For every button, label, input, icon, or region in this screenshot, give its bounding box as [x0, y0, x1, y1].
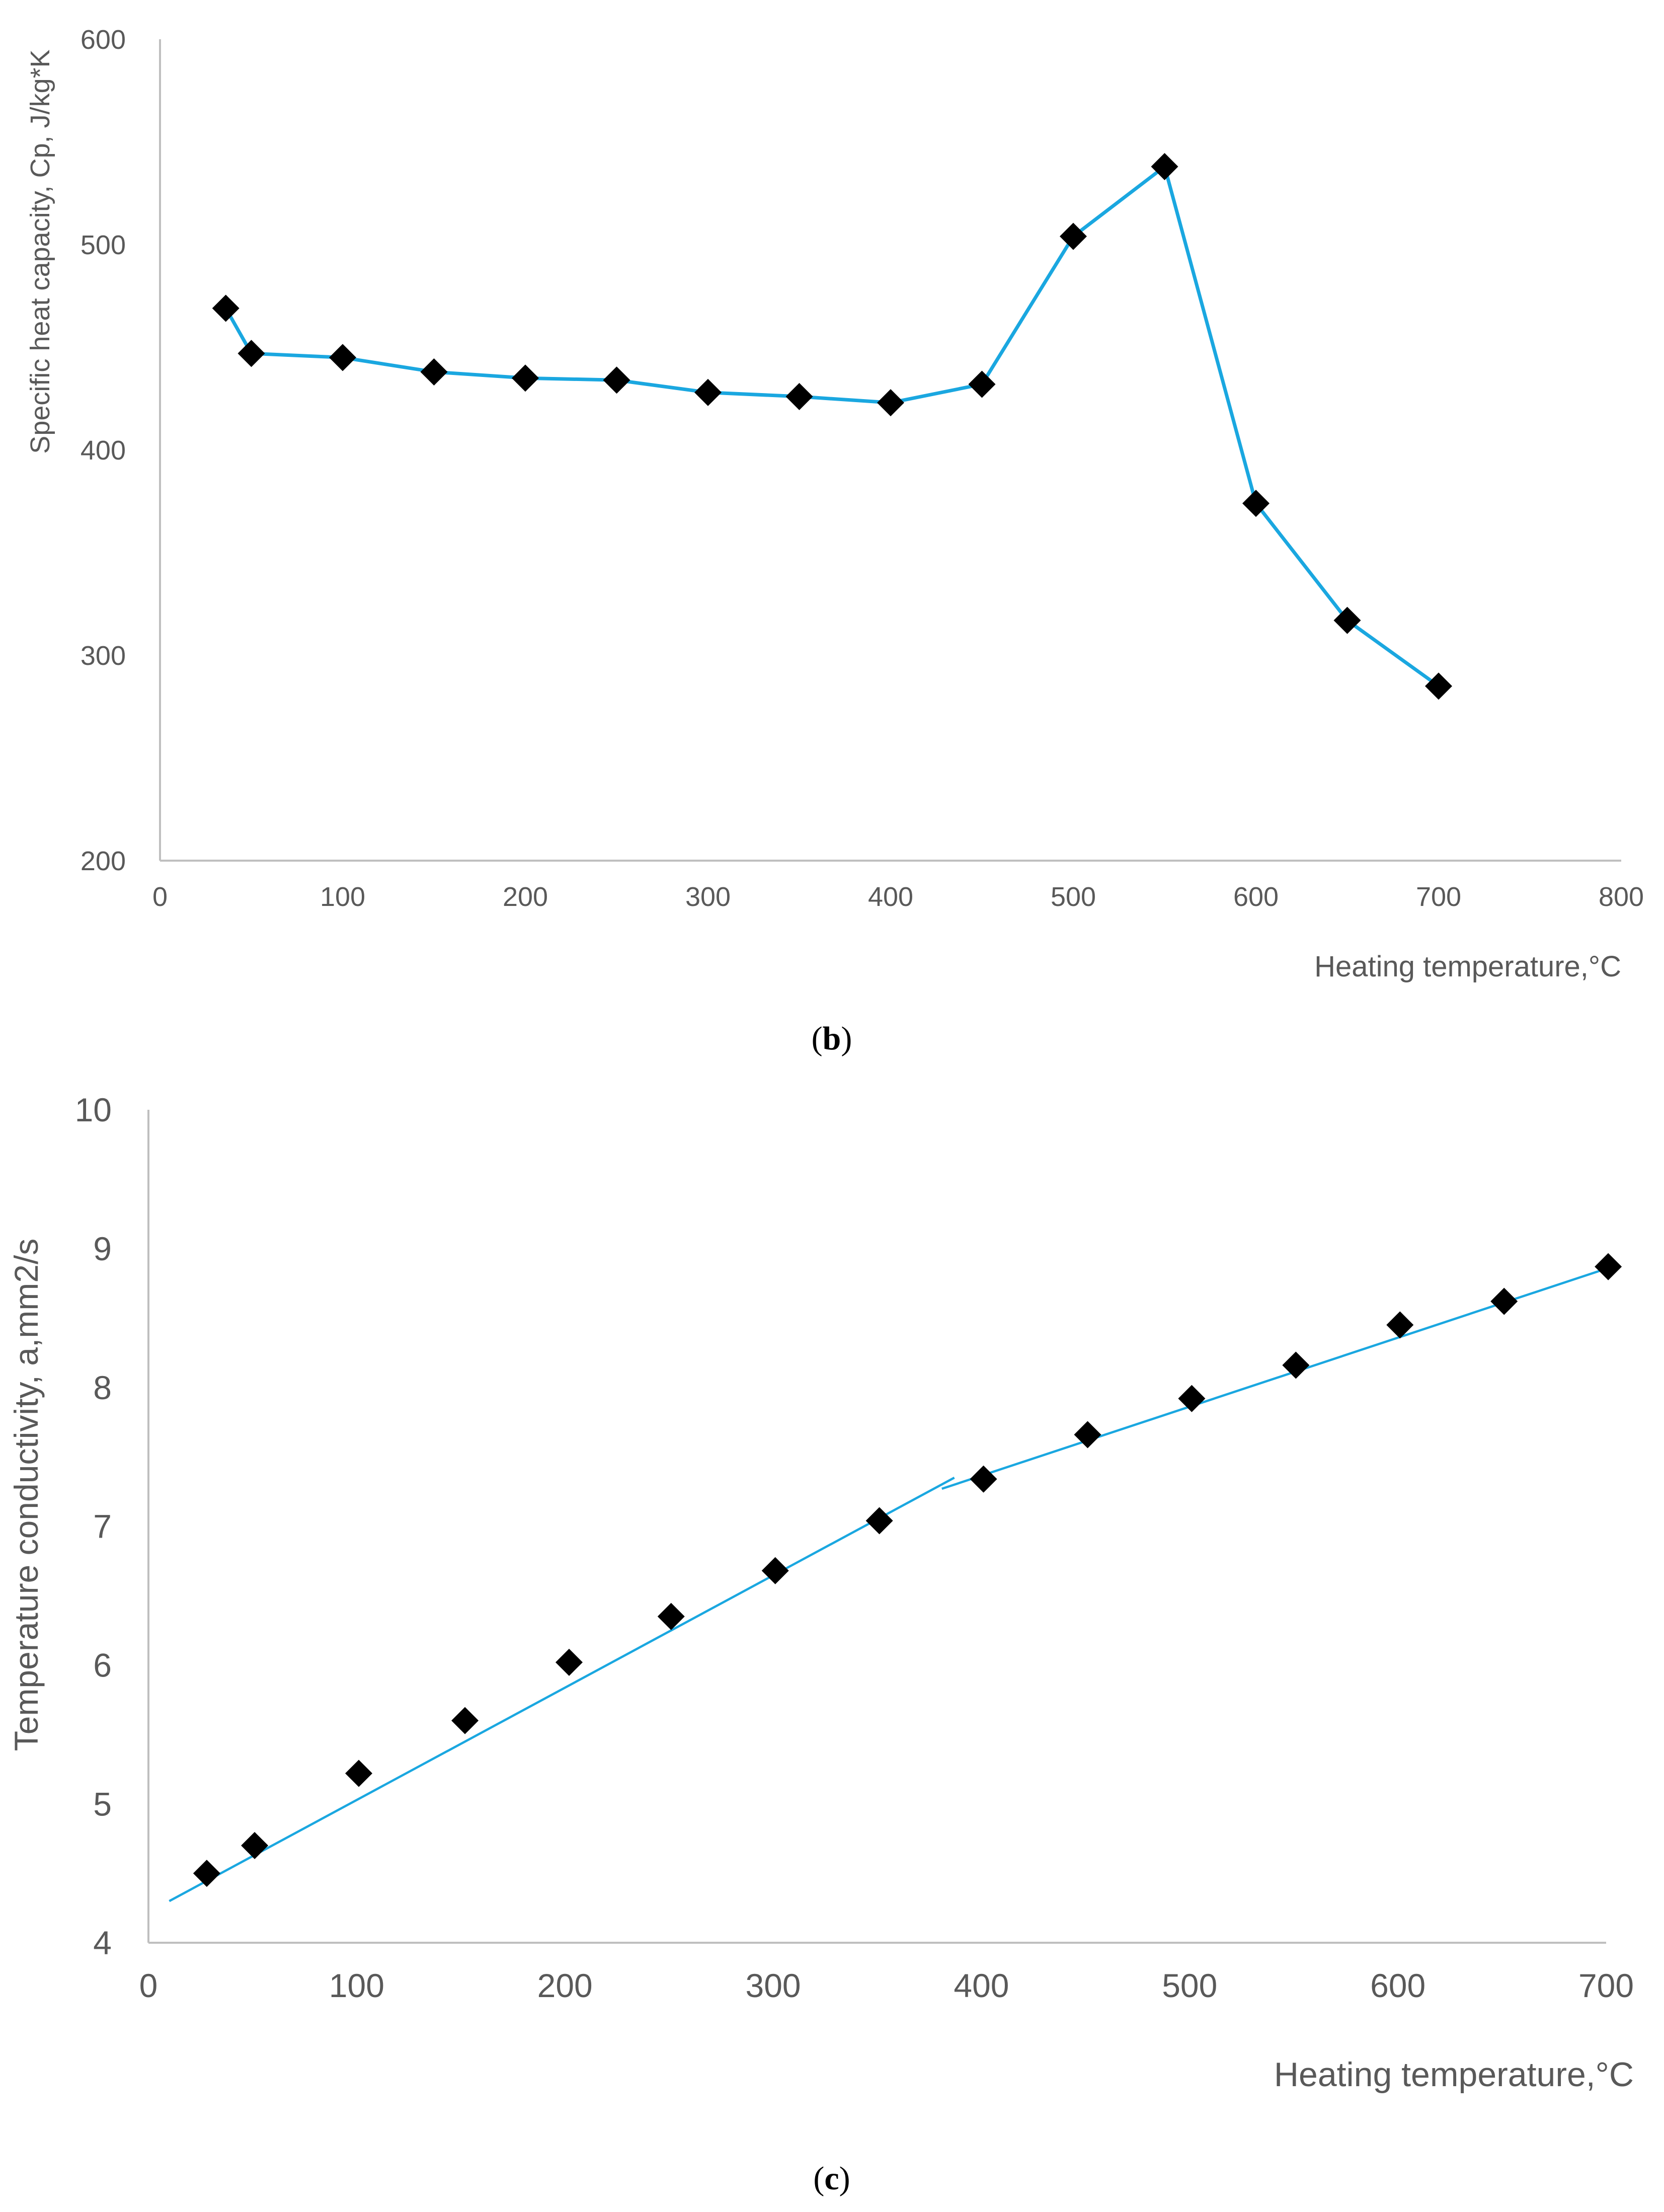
- chart-b-data-point: [1242, 490, 1270, 517]
- chart-c-y-tick-label: 4: [93, 1924, 112, 1961]
- chart-c-data-point: [555, 1648, 583, 1676]
- chart-c-panel-label: (c): [813, 2160, 850, 2197]
- chart-c-x-tick-label: 500: [1162, 1967, 1217, 2004]
- chart-c-data-point: [1595, 1253, 1622, 1280]
- chart-c-tick-labels: 0 100 200 300 400 500 600 700 4 5 6 7 8 9 10: [75, 1091, 1634, 2004]
- chart-c-data-point: [1178, 1385, 1206, 1412]
- chart-c-axes: [147, 1110, 1606, 1944]
- chart-b-data-point: [1151, 152, 1178, 180]
- chart-c-x-tick-label: 700: [1578, 1967, 1634, 2004]
- chart-c-data-point: [241, 1832, 269, 1859]
- chart-b-x-tick-label: 800: [1599, 882, 1644, 912]
- chart-b-x-tick-label: 600: [1233, 882, 1279, 912]
- chart-c-y-tick-label: 10: [75, 1091, 112, 1128]
- chart-c-data-point: [970, 1465, 997, 1493]
- chart-b-series: [212, 152, 1452, 700]
- chart-b-data-point: [785, 383, 813, 410]
- chart-c-temperature-conductivity: 0 100 200 300 400 500 600 700 4 5 6 7 8 9 10 Heating t…: [8, 1091, 1634, 2197]
- chart-b-axes: [159, 39, 1621, 862]
- chart-c-x-tick-label: 600: [1370, 1967, 1425, 2004]
- chart-b-specific-heat-capacity: 0 100 200 300 400 500 600 700 800 200 300 400 500 600…: [25, 25, 1644, 1057]
- chart-b-data-point: [1060, 222, 1087, 250]
- chart-c-x-tick-label: 100: [329, 1967, 384, 2004]
- chart-c-y-tick-label: 6: [93, 1646, 112, 1684]
- chart-b-data-point: [329, 344, 356, 371]
- chart-c-y-tick-label: 8: [93, 1369, 112, 1406]
- chart-c-y-tick-label: 9: [93, 1230, 112, 1267]
- chart-b-x-tick-label: 500: [1051, 882, 1096, 912]
- chart-b-data-point: [420, 358, 448, 386]
- chart-b-data-point: [212, 294, 240, 322]
- chart-b-x-tick-label: 300: [685, 882, 731, 912]
- chart-b-y-tick-label: 600: [81, 25, 126, 55]
- chart-b-y-tick-label: 500: [81, 230, 126, 260]
- chart-c-x-tick-label: 400: [954, 1967, 1009, 2004]
- chart-b-data-point: [237, 340, 265, 367]
- chart-b-x-axis-title: Heating temperature,°C: [1314, 950, 1621, 983]
- chart-b-y-tick-label: 300: [81, 641, 126, 671]
- chart-c-y-tick-label: 5: [93, 1785, 112, 1822]
- chart-b-x-tick-label: 700: [1416, 882, 1461, 912]
- chart-c-series: [169, 1253, 1622, 1902]
- chart-b-data-point: [877, 389, 904, 417]
- chart-c-data-point: [657, 1603, 685, 1630]
- chart-c-x-tick-label: 0: [139, 1967, 158, 2004]
- chart-b-x-tick-label: 100: [320, 882, 365, 912]
- chart-b-y-axis-title: Specific heat capacity, Cp, J/kg*K: [25, 49, 55, 453]
- chart-c-x-tick-label: 200: [537, 1967, 593, 2004]
- chart-c-data-point: [193, 1860, 220, 1887]
- chart-c-panel-letter: c: [824, 2160, 839, 2197]
- chart-c-data-point: [1490, 1287, 1518, 1315]
- chart-c-x-axis-title: Heating temperature,°C: [1274, 2055, 1634, 2094]
- chart-b-x-tick-label: 200: [503, 882, 548, 912]
- chart-c-data-point: [1074, 1421, 1101, 1448]
- chart-b-data-point: [1333, 606, 1361, 634]
- chart-c-data-point: [761, 1557, 789, 1584]
- chart-b-data-point: [694, 378, 722, 406]
- chart-b-x-tick-label: 400: [868, 882, 913, 912]
- chart-c-data-point: [1386, 1311, 1414, 1339]
- chart-b-y-tick-label: 400: [81, 435, 126, 466]
- chart-c-data-point: [345, 1760, 372, 1787]
- chart-c-data-point: [1282, 1351, 1310, 1379]
- chart-b-data-point: [603, 366, 630, 394]
- chart-c-trend-line-1: [169, 1476, 955, 1902]
- chart-b-data-point: [1425, 672, 1452, 700]
- chart-b-y-tick-label: 200: [81, 846, 126, 876]
- chart-b-data-point: [968, 370, 996, 398]
- chart-c-y-axis-title: Temperature conductivity, a,mm2/s: [8, 1239, 45, 1751]
- chart-c-y-tick-label: 7: [93, 1508, 112, 1545]
- chart-b-data-point: [512, 364, 539, 392]
- chart-b-x-tick-label: 0: [152, 882, 168, 912]
- chart-c-data-point: [451, 1707, 479, 1734]
- chart-b-tick-labels: 0 100 200 300 400 500 600 700 800 200 300 400 500 600: [81, 25, 1644, 912]
- chart-c-x-tick-label: 300: [746, 1967, 801, 2004]
- chart-b-panel-label: (b): [812, 1020, 852, 1057]
- chart-b-panel-letter: b: [823, 1020, 841, 1057]
- chart-c-data-point: [865, 1507, 893, 1535]
